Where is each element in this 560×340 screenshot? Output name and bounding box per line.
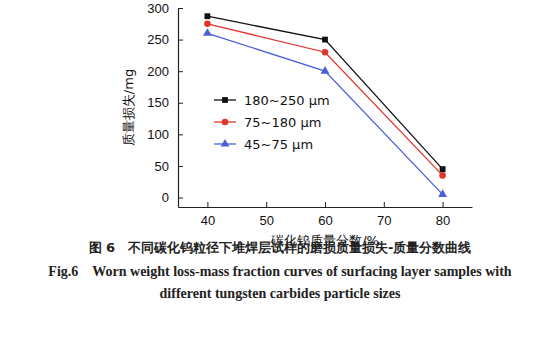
point-marker (204, 21, 211, 28)
series-line (207, 16, 442, 169)
tick-mark (178, 103, 183, 104)
tick-label: 150 (147, 95, 169, 110)
tick-label: 60 (318, 213, 332, 228)
tick-mark (178, 198, 183, 199)
point-marker (322, 37, 328, 43)
tick: 70 (377, 202, 391, 228)
tick: 80 (436, 202, 450, 228)
chart: 4050607080050100150200250300碳化钨质量分数/%质量损… (0, 0, 560, 340)
series-line (207, 24, 442, 176)
point-marker (439, 172, 446, 179)
tick: 150 (147, 95, 183, 110)
legend-marker (222, 97, 228, 103)
tick-mark (207, 202, 208, 207)
legend-item: 180~250 μm (214, 93, 330, 108)
x-axis-line (179, 207, 473, 208)
legend-item: 45~75 μm (214, 137, 313, 152)
tick-mark (325, 202, 326, 207)
tick-label: 50 (155, 159, 169, 174)
legend-marker (221, 139, 230, 147)
tick: 50 (155, 159, 183, 174)
tick: 60 (318, 202, 332, 228)
tick-label: 0 (162, 190, 169, 205)
tick-label: 80 (436, 213, 450, 228)
tick-label: 50 (259, 213, 273, 228)
tick-mark (443, 202, 444, 207)
tick: 40 (201, 202, 215, 228)
x-axis: 40 50 60 70 80 (179, 202, 473, 228)
tick-mark (266, 202, 267, 207)
y-axis-title: 质量损失/mg (121, 69, 136, 146)
point-marker (322, 49, 329, 56)
point-marker (203, 28, 212, 36)
tick-mark (178, 166, 183, 167)
caption-subtitle: Fig.6 Worn weight loss-mass fraction cur… (48, 264, 511, 301)
legend-label: 45~75 μm (244, 137, 313, 152)
tick-label: 300 (147, 1, 169, 16)
tick: 0 (162, 190, 183, 205)
legend-label: 75~180 μm (244, 115, 321, 130)
y-axis: 0 50 100 150 200 250 300 (147, 1, 183, 208)
legend-item: 75~180 μm (214, 115, 321, 130)
point-marker (438, 189, 447, 197)
y-axis-line (178, 9, 179, 208)
tick: 200 (147, 64, 183, 79)
series-line (207, 33, 442, 194)
point-marker (440, 166, 446, 172)
tick-label: 200 (147, 64, 169, 79)
tick: 300 (147, 1, 183, 16)
tick: 250 (147, 32, 183, 47)
tick-mark (178, 8, 183, 9)
tick-mark (384, 202, 385, 207)
legend: 180~250 μm 75~180 μm 45~75 μm (214, 93, 330, 152)
caption-title: 图 6 不同碳化钨粒径下堆焊层试样的磨损质量损失-质量分数曲线 (89, 240, 472, 255)
tick-mark (178, 134, 183, 135)
tick-mark (178, 40, 183, 41)
tick-mark (178, 71, 183, 72)
tick-label: 70 (377, 213, 391, 228)
point-marker (204, 13, 210, 19)
tick: 100 (147, 127, 183, 142)
tick: 50 (259, 202, 273, 228)
plot-area (203, 13, 447, 197)
legend-label: 180~250 μm (244, 93, 330, 108)
tick-label: 40 (201, 213, 215, 228)
point-marker (321, 66, 330, 74)
tick-label: 100 (147, 127, 169, 142)
tick-label: 250 (147, 32, 169, 47)
legend-marker (222, 119, 229, 126)
